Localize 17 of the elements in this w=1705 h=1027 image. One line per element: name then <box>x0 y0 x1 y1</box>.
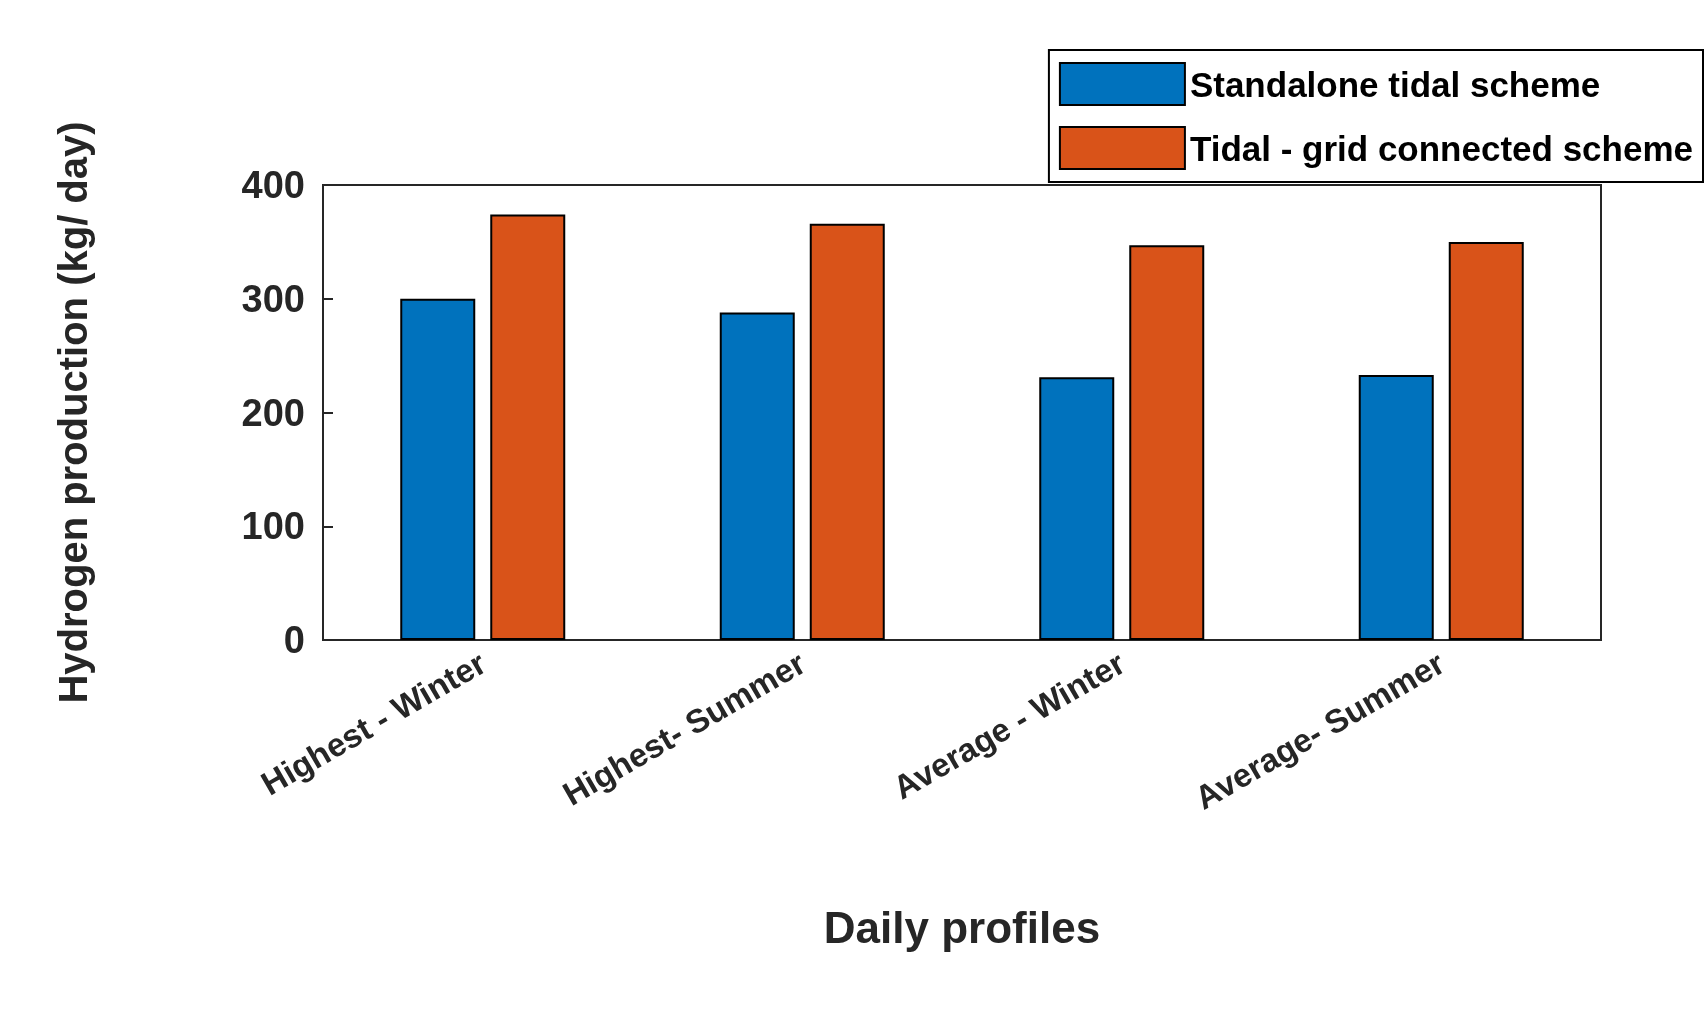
y-tick-label: 300 <box>241 277 305 320</box>
y-tick-label: 0 <box>283 619 305 661</box>
bar <box>1129 245 1205 640</box>
y-tick-label: 400 <box>241 164 305 206</box>
bar <box>400 298 476 640</box>
bar <box>1358 374 1434 640</box>
x-axis-title: Daily profiles <box>823 902 1101 952</box>
legend-label: Tidal - grid connected scheme <box>1189 128 1693 168</box>
y-axis-title: Hydrogen production (kg/ day) <box>51 121 95 704</box>
bar <box>719 312 795 640</box>
y-tick-label: 200 <box>241 391 305 434</box>
legend-label: Standalone tidal scheme <box>1189 64 1601 104</box>
y-tick-label: 100 <box>241 505 305 548</box>
bar <box>1039 377 1115 640</box>
bar <box>490 214 566 640</box>
bar <box>809 223 885 640</box>
bar <box>1448 241 1524 640</box>
